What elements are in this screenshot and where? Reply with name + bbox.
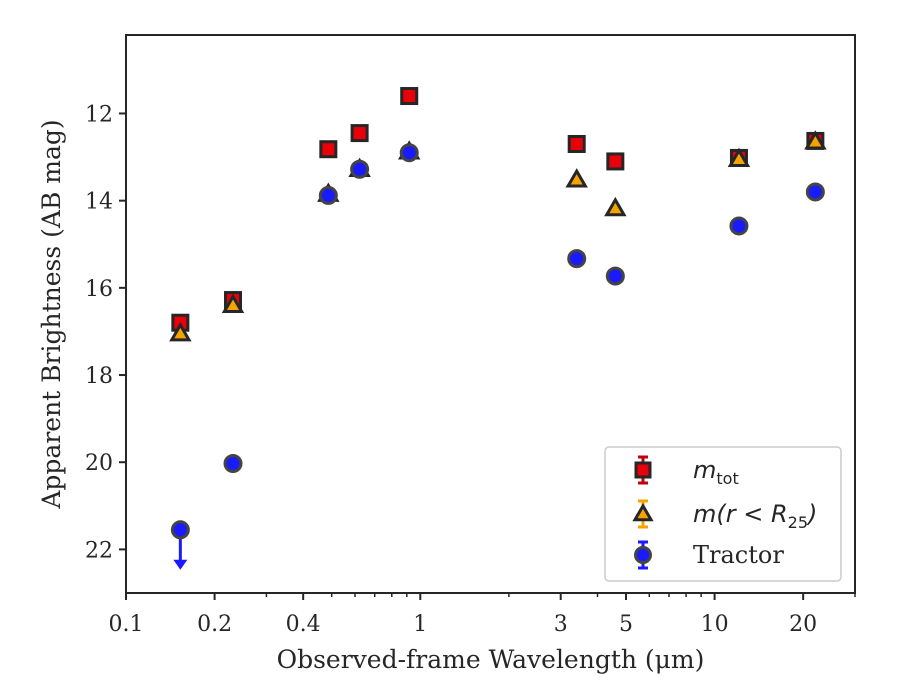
y-tick-label: 20 — [85, 451, 113, 476]
x-tick-label: 0.4 — [286, 612, 321, 637]
data-point-mr25 — [804, 130, 827, 150]
data-point-mr25 — [169, 322, 192, 342]
y-tick-label: 18 — [85, 364, 113, 389]
data-point-mtot — [606, 152, 625, 171]
data-point-mr25 — [221, 293, 245, 313]
legend-label-mtot: mtot — [693, 456, 739, 488]
x-tick-label: 5 — [619, 612, 633, 637]
legend-box — [604, 446, 842, 582]
x-tick-label: 1 — [413, 612, 427, 637]
plot-area — [169, 87, 827, 570]
y-tick-label: 12 — [85, 102, 113, 127]
data-point-tractor — [605, 266, 625, 286]
data-point-mr25 — [604, 196, 627, 217]
y-axis-title: Apparent Brightness (AB mag) — [37, 119, 66, 509]
data-point-tractor — [729, 216, 749, 236]
legend-marker-tractor — [634, 546, 652, 564]
x-tick-label: 10 — [701, 612, 729, 637]
data-point-tractor — [567, 249, 587, 269]
upper-limit-arrow-head — [173, 559, 188, 570]
y-tick-label: 16 — [85, 277, 113, 302]
legend-marker-mr25 — [632, 502, 654, 522]
data-point-mtot — [350, 124, 369, 143]
legend: mtot m(r < R25) Tractor — [604, 446, 842, 582]
data-point-tractor — [399, 143, 419, 163]
data-point-tractor — [805, 182, 825, 202]
series-tractor — [170, 143, 825, 570]
x-tick-label: 3 — [554, 612, 568, 637]
x-tick-label: 0.2 — [197, 612, 232, 637]
data-point-tractor — [318, 185, 338, 205]
x-axis-title: Observed-frame Wavelength (μm) — [277, 645, 705, 674]
x-tick-label: 20 — [789, 612, 817, 637]
data-point-mr25 — [565, 168, 588, 188]
plot-frame — [125, 34, 856, 594]
data-point-tractor — [170, 520, 190, 540]
data-point-mtot — [319, 140, 338, 159]
axes: 0.1 0.2 0.4 1 3 5 10 20 12 14 16 18 20 22 Observed-fra… — [37, 34, 856, 674]
data-point-mtot — [567, 134, 586, 153]
legend-label-mr25: m(r < R25) — [693, 500, 817, 532]
y-tick-label: 22 — [85, 538, 113, 563]
data-point-mr25 — [727, 147, 751, 167]
data-point-tractor — [223, 454, 243, 474]
x-tick-label: 0.1 — [109, 612, 144, 637]
legend-label-tractor: Tractor — [693, 541, 784, 569]
data-point-tractor — [350, 159, 370, 179]
legend-marker-mtot — [634, 461, 652, 479]
data-point-mtot — [400, 87, 419, 106]
y-tick-label: 14 — [85, 190, 113, 215]
